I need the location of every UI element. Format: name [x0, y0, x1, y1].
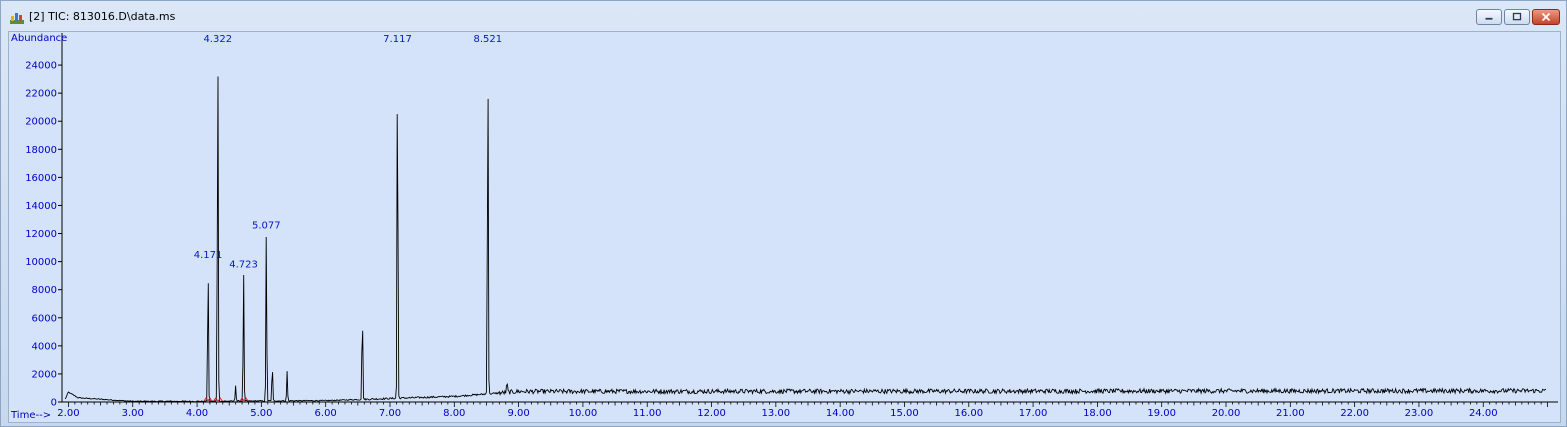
window-controls — [1476, 9, 1560, 26]
y-axis-label: Abundance — [11, 33, 67, 44]
y-tick-label: 10000 — [25, 257, 57, 268]
y-tick-label: 20000 — [25, 117, 57, 128]
restore-icon — [1512, 12, 1522, 21]
x-tick-label: 3.00 — [122, 408, 144, 419]
y-tick-label: 6000 — [32, 313, 57, 324]
x-axis-label: Time--> — [10, 410, 51, 421]
x-tick-label: 18.00 — [1083, 408, 1112, 419]
x-tick-label: 15.00 — [890, 408, 919, 419]
minimize-icon — [1485, 17, 1493, 20]
x-tick-label: 10.00 — [569, 408, 598, 419]
x-tick-label: 24.00 — [1469, 408, 1498, 419]
x-tick-label: 8.00 — [443, 408, 465, 419]
x-tick-label: 17.00 — [1019, 408, 1048, 419]
integration-marks — [203, 397, 249, 402]
x-tick-label: 6.00 — [315, 408, 337, 419]
integration-mark — [239, 397, 245, 402]
peak-label: 7.117 — [383, 34, 412, 45]
x-tick-label: 7.00 — [379, 408, 401, 419]
axes — [61, 33, 1558, 403]
x-tick-label: 16.00 — [954, 408, 983, 419]
x-tick-label: 22.00 — [1340, 408, 1369, 419]
close-icon — [1541, 12, 1551, 22]
y-tick-label: 14000 — [25, 201, 57, 212]
x-tick-label: 13.00 — [762, 408, 791, 419]
peak-label: 4.322 — [203, 34, 232, 45]
peak-label: 4.723 — [229, 260, 258, 271]
integration-mark — [207, 397, 213, 402]
integration-mark — [213, 397, 219, 402]
y-tick-label: 2000 — [32, 369, 57, 380]
x-tick-label: 12.00 — [697, 408, 726, 419]
y-tick-label: 22000 — [25, 89, 57, 100]
y-tick-label: 4000 — [32, 341, 57, 352]
x-tick-label: 23.00 — [1405, 408, 1434, 419]
x-tick-label: 21.00 — [1276, 408, 1305, 419]
y-tick-label: 12000 — [25, 229, 57, 240]
close-button[interactable] — [1532, 9, 1560, 25]
peak-label: 4.171 — [194, 250, 223, 261]
x-tick-label: 2.00 — [57, 408, 79, 419]
x-tick-label: 19.00 — [1147, 408, 1176, 419]
window-title: [2] TIC: 813016.D\data.ms — [29, 10, 176, 23]
y-tick-label: 0 — [51, 398, 57, 409]
tic-trace — [64, 76, 1547, 403]
peak-label: 8.521 — [473, 34, 502, 45]
integration-mark — [203, 397, 209, 402]
tick-marks: 0 2000 4000 6000 8000 10000 12000 14000 16000 180… — [25, 61, 1548, 419]
restore-button[interactable] — [1504, 9, 1530, 25]
chromatogram-chart: 0 2000 4000 6000 8000 10000 12000 14000 16000 180… — [10, 33, 1558, 421]
minimize-button[interactable] — [1476, 9, 1502, 25]
integration-mark — [217, 397, 223, 402]
integration-mark — [243, 397, 249, 402]
x-tick-label: 14.00 — [826, 408, 855, 419]
title-bar[interactable]: [2] TIC: 813016.D\data.ms — [1, 1, 1566, 31]
peak-labels: 4.171 4.322 4.723 5.077 7.117 8.521 — [194, 34, 502, 271]
y-tick-label: 18000 — [25, 145, 57, 156]
y-tick-label: 8000 — [32, 285, 57, 296]
y-tick-label: 16000 — [25, 173, 57, 184]
peak-label: 5.077 — [252, 220, 281, 231]
chromatogram-app-icon — [10, 13, 24, 24]
x-tick-label: 11.00 — [633, 408, 662, 419]
x-tick-label: 9.00 — [507, 408, 529, 419]
plot-area[interactable]: 0 2000 4000 6000 8000 10000 12000 14000 16000 180… — [8, 31, 1561, 423]
x-tick-label: 20.00 — [1212, 408, 1241, 419]
x-tick-label: 5.00 — [250, 408, 272, 419]
x-tick-label: 4.00 — [186, 408, 208, 419]
y-tick-label: 24000 — [25, 61, 57, 72]
